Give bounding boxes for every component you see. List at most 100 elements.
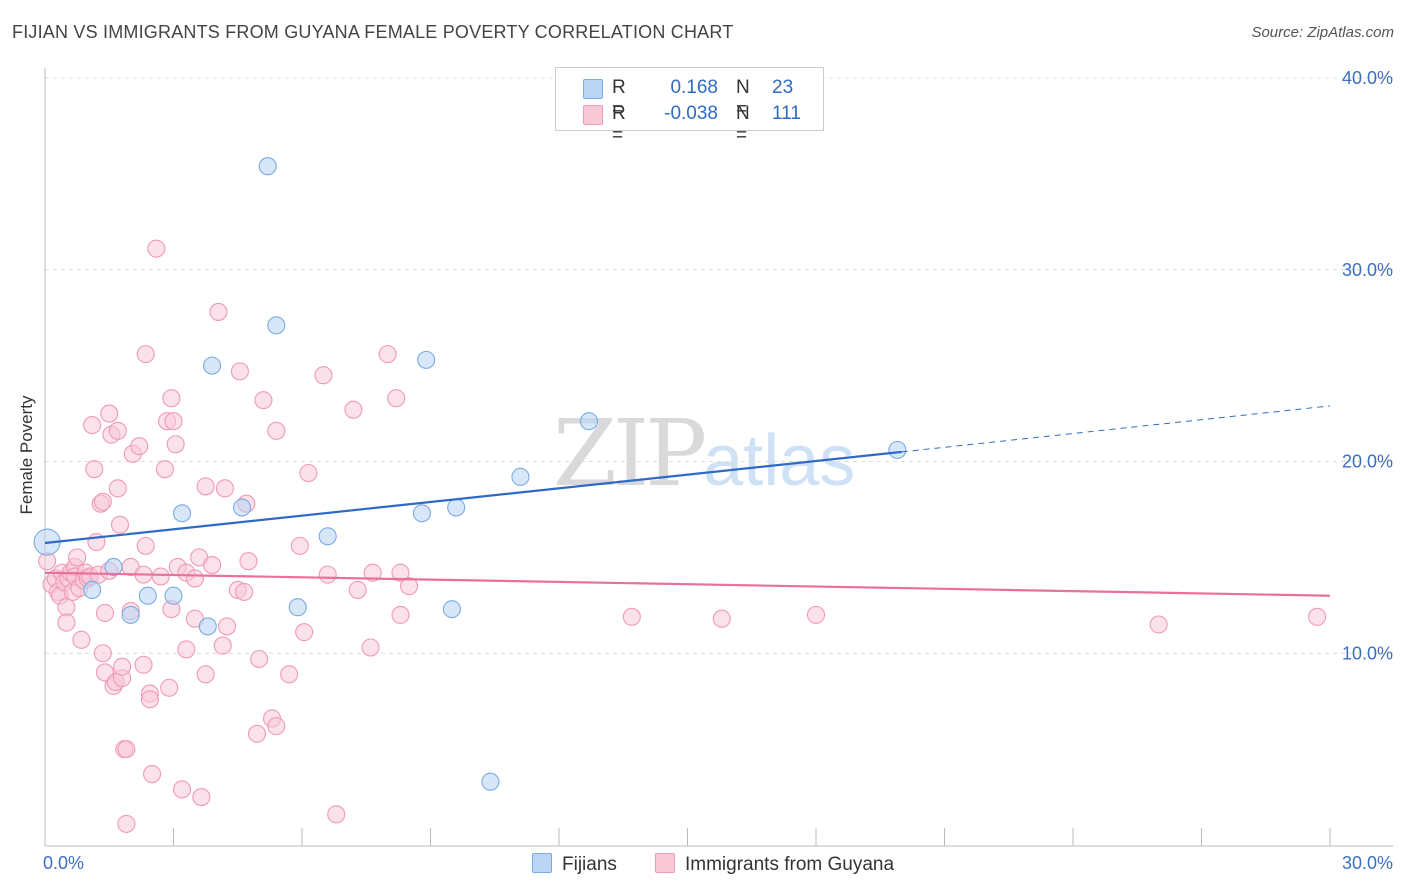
guyana-point-48 (134, 655, 153, 674)
guyana-point-56 (155, 460, 174, 479)
guyana-point-83 (247, 724, 267, 743)
bottom-legend-guyana: Immigrants from Guyana (655, 853, 894, 876)
guyana-point-102 (391, 563, 410, 582)
guyana-point-77 (217, 617, 237, 636)
fijian-point-6 (173, 504, 192, 523)
guyana-point-106 (712, 609, 731, 628)
guyana-point-92 (299, 463, 318, 483)
guyana-point-71 (196, 477, 215, 496)
fijian-point-2 (104, 557, 123, 577)
guyana-point-96 (344, 400, 363, 419)
fijians-n-value: 23 (772, 77, 794, 98)
fijian-points (33, 157, 907, 791)
fijians-trend-extension (901, 405, 1331, 453)
guyana-point-26 (93, 492, 112, 511)
fijian-point-11 (267, 316, 286, 335)
guyana-point-68 (185, 569, 204, 588)
x-tick-label-start: 0.0% (43, 853, 84, 873)
guyana-point-75 (213, 636, 232, 655)
guyana-points (38, 239, 1327, 833)
fijian-point-8 (203, 356, 222, 375)
guyana-point-50 (136, 345, 155, 364)
guyana-point-108 (1149, 615, 1168, 634)
guyana-point-28 (95, 603, 115, 623)
chart-title: FIJIAN VS IMMIGRANTS FROM GUYANA FEMALE … (12, 22, 734, 42)
guyana-r-label: R = (612, 103, 626, 146)
guyana-point-36 (108, 479, 127, 498)
fijian-point-16 (442, 600, 461, 619)
guyana-point-59 (162, 389, 181, 408)
correlation-legend: R = 0.168 N = 23 R = -0.038 N = 111 (555, 67, 824, 146)
guyana-point-14 (68, 548, 87, 567)
guyana-swatch (583, 105, 603, 125)
fijian-point-17 (447, 498, 466, 517)
guyana-n-value: 111 (772, 103, 801, 124)
guyana-point-7 (57, 598, 76, 617)
fijian-point-20 (579, 412, 599, 431)
guyana-point-103 (391, 605, 410, 624)
guyana-point-53 (143, 765, 162, 784)
guyana-point-58 (160, 678, 179, 697)
fijian-point-15 (417, 350, 436, 369)
fijians-swatch (583, 79, 603, 99)
guyana-point-107 (806, 605, 826, 624)
fijian-point-9 (232, 498, 252, 517)
bottom-legend-fijians: Fijians (532, 853, 617, 876)
fijian-point-10 (258, 157, 277, 176)
source-label: Source: ZipAtlas.com (1251, 24, 1394, 41)
guyana-point-54 (147, 239, 166, 258)
fijian-point-7 (198, 617, 217, 636)
guyana-trend-line (44, 571, 1331, 597)
guyana-point-94 (318, 565, 337, 584)
guyana-point-89 (280, 665, 299, 684)
fijians-trend-line (44, 450, 902, 545)
guyana-point-109 (1308, 607, 1327, 626)
bottom-guyana-label: Immigrants from Guyana (685, 854, 895, 875)
fijian-point-18 (481, 772, 500, 791)
guyana-point-49 (136, 536, 155, 555)
guyana-point-101 (387, 389, 406, 408)
y-axis-label: Female Poverty (17, 395, 36, 515)
guyana-n-label: N = (736, 103, 750, 146)
fijian-point-19 (511, 467, 530, 486)
guyana-point-16 (72, 630, 91, 649)
guyana-point-80 (235, 582, 254, 601)
guyana-point-100 (378, 345, 397, 364)
guyana-point-105 (622, 607, 641, 626)
bottom-fijians-swatch (532, 853, 552, 873)
guyana-point-21 (83, 416, 102, 435)
fijian-point-12 (288, 598, 307, 617)
y-tick-label-10: 10.0% (1342, 643, 1393, 663)
guyana-point-46 (130, 437, 149, 456)
axes (44, 68, 1393, 847)
guyana-point-88 (267, 421, 286, 440)
guyana-point-79 (230, 362, 249, 381)
guyana-point-95 (327, 805, 346, 824)
fijians-r-value: 0.168 (670, 77, 718, 98)
y-tick-label-20: 20.0% (1342, 452, 1393, 472)
guyana-point-39 (113, 657, 132, 676)
guyana-point-104 (400, 577, 419, 596)
fijian-point-13 (318, 527, 337, 546)
guyana-point-73 (203, 555, 222, 575)
guyana-point-87 (267, 717, 286, 736)
guyana-point-85 (254, 391, 273, 410)
guyana-point-8 (57, 613, 76, 632)
fijians-n-label: N = (736, 77, 750, 120)
y-tick-label-40: 40.0% (1342, 68, 1393, 88)
guyana-point-97 (348, 580, 367, 600)
guyana-point-64 (173, 780, 192, 799)
fijian-point-4 (138, 586, 157, 605)
guyana-point-27 (93, 644, 112, 663)
guyana-point-99 (363, 563, 382, 582)
tick-labels: 10.0% 20.0% 30.0% 40.0% 0.0% 30.0% (43, 68, 1393, 873)
guyana-point-98 (361, 638, 380, 657)
guyana-point-93 (314, 366, 333, 385)
guyana-point-31 (100, 404, 119, 423)
guyana-point-37 (110, 515, 130, 534)
guyana-point-42 (117, 814, 136, 833)
guyana-point-91 (295, 623, 314, 642)
guyana-point-90 (290, 536, 309, 555)
bottom-fijians-label: Fijians (562, 854, 617, 875)
guyana-point-52 (140, 690, 159, 709)
